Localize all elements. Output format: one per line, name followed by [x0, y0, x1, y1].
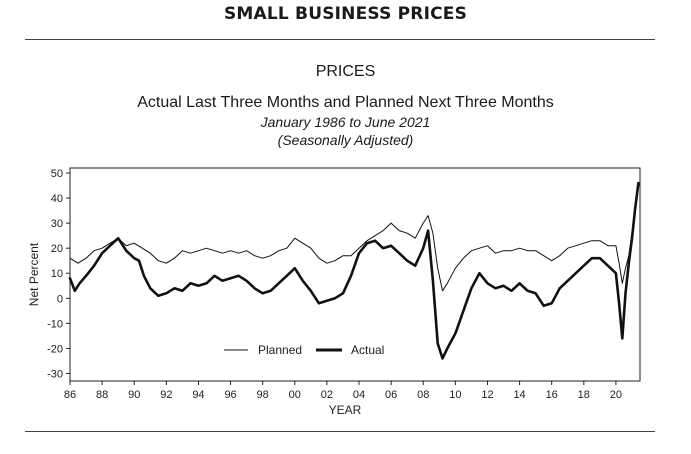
- x-axis-title: YEAR: [329, 403, 362, 417]
- y-tick-label: 30: [51, 218, 63, 230]
- y-tick-label: -10: [47, 318, 63, 330]
- legend-label-actual: Actual: [351, 343, 384, 357]
- x-tick-label: 06: [385, 389, 397, 401]
- y-tick-label: 50: [51, 168, 63, 180]
- y-tick-label: -20: [47, 343, 63, 355]
- series-line-planned: [69, 185, 639, 292]
- x-tick-label: 92: [160, 389, 172, 401]
- y-tick-label: 0: [57, 293, 63, 305]
- x-tick-label: 18: [578, 389, 590, 401]
- legend-label-planned: Planned: [258, 343, 302, 357]
- page-header-title: SMALL BUSINESS PRICES: [223, 4, 468, 24]
- plot-area-border: [69, 167, 641, 382]
- x-tick-label: 00: [289, 389, 301, 401]
- top-divider: [25, 39, 655, 40]
- x-tick-label: 90: [128, 389, 140, 401]
- x-tick-label: 04: [353, 389, 365, 401]
- y-tick-label: 10: [51, 268, 63, 280]
- x-tick-label: 96: [224, 389, 236, 401]
- x-tick-label: 86: [64, 389, 76, 401]
- bottom-divider: [25, 431, 655, 432]
- y-tick-label: -30: [47, 368, 63, 380]
- y-tick-label: 40: [51, 193, 63, 205]
- chart-subtitle: Actual Last Three Months and Planned Nex…: [137, 94, 554, 111]
- chart-title: PRICES: [315, 63, 376, 80]
- series-line-actual: [68, 181, 640, 360]
- x-tick-label: 88: [96, 389, 108, 401]
- chart-note: (Seasonally Adjusted): [277, 132, 414, 148]
- chart-date-range: January 1986 to June 2021: [260, 114, 431, 130]
- x-tick-label: 98: [257, 389, 269, 401]
- x-tick-label: 08: [417, 389, 429, 401]
- y-axis-title: Net Percent: [27, 242, 41, 306]
- y-tick-label: 20: [51, 243, 63, 255]
- x-tick-label: 12: [481, 389, 493, 401]
- x-tick-label: 14: [513, 389, 525, 401]
- x-tick-label: 02: [321, 389, 333, 401]
- x-tick-label: 16: [546, 389, 558, 401]
- x-tick-label: 20: [610, 389, 622, 401]
- x-tick-label: 10: [449, 389, 461, 401]
- x-tick-label: 94: [192, 389, 204, 401]
